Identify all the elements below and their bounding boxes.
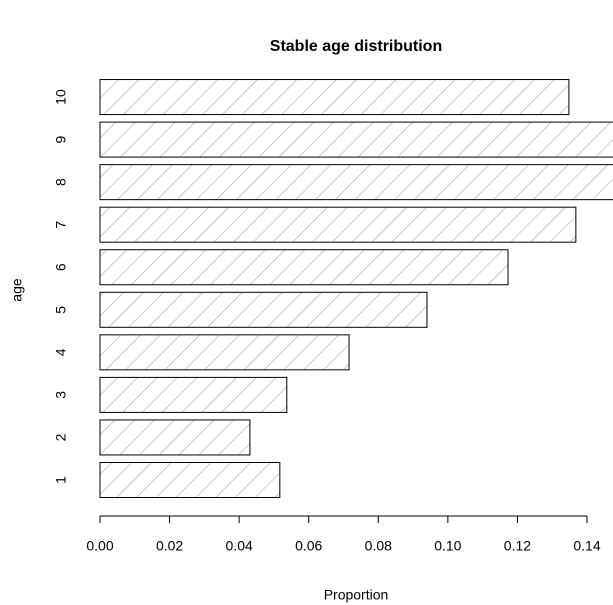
y-axis-label: age [9, 278, 25, 302]
y-tick-label: 6 [53, 263, 69, 271]
y-tick-label: 2 [53, 433, 69, 441]
y-tick-label: 8 [53, 178, 69, 186]
bar [99, 249, 509, 286]
x-tick-label: 0.06 [295, 538, 322, 554]
y-tick-label: 10 [53, 89, 69, 105]
bar [99, 462, 281, 498]
y-tick-label: 1 [53, 476, 69, 484]
x-tick-label: 0.12 [504, 538, 531, 554]
y-tick-label: 9 [53, 135, 69, 143]
bar [99, 291, 428, 328]
bar [99, 376, 288, 413]
y-tick-label: 5 [53, 306, 69, 314]
x-tick-label: 0.04 [226, 538, 253, 554]
bar [99, 334, 350, 371]
x-tick-label: 0.10 [434, 538, 461, 554]
x-axis-label: Proportion [324, 587, 389, 603]
bar [99, 419, 251, 456]
y-tick-label: 3 [53, 391, 69, 399]
bar [99, 206, 577, 243]
x-tick-label: 0.08 [365, 538, 392, 554]
x-tick-label: 0.14 [573, 538, 600, 554]
bar [99, 164, 613, 201]
bar [99, 79, 570, 116]
y-tick-label: 7 [53, 221, 69, 229]
y-tick-label: 4 [53, 348, 69, 356]
x-tick-label: 0.02 [156, 538, 183, 554]
bar [99, 121, 613, 158]
chart-title: Stable age distribution [270, 38, 442, 55]
x-tick-label: 0.00 [86, 538, 113, 554]
